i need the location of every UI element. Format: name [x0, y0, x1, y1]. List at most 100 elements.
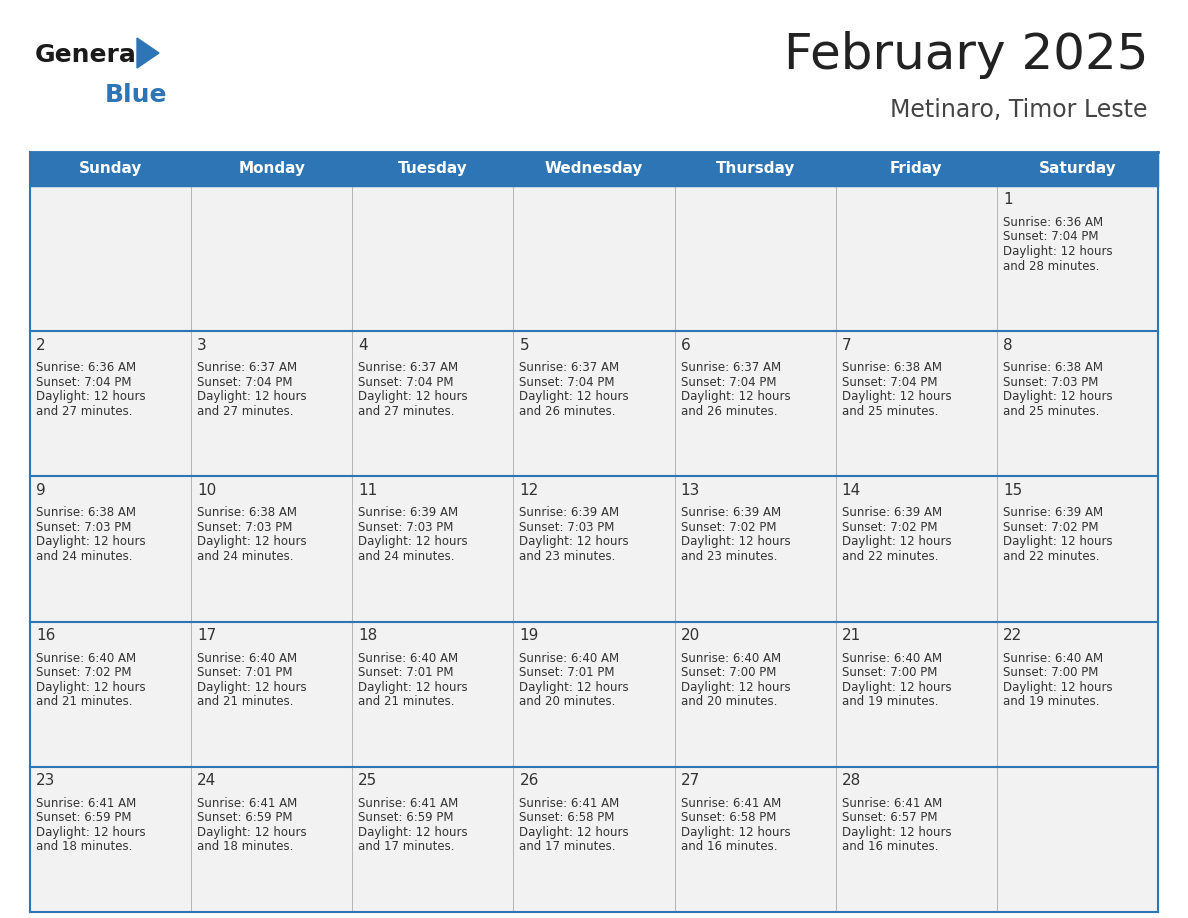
Text: Sunset: 7:03 PM: Sunset: 7:03 PM: [197, 521, 292, 534]
Text: Sunrise: 6:39 AM: Sunrise: 6:39 AM: [1003, 507, 1102, 520]
Text: Sunset: 7:03 PM: Sunset: 7:03 PM: [359, 521, 454, 534]
Text: Sunset: 7:04 PM: Sunset: 7:04 PM: [36, 375, 132, 388]
Text: Sunset: 7:04 PM: Sunset: 7:04 PM: [519, 375, 615, 388]
Text: Daylight: 12 hours: Daylight: 12 hours: [1003, 245, 1112, 258]
Text: 5: 5: [519, 338, 529, 353]
Text: 8: 8: [1003, 338, 1012, 353]
Text: Daylight: 12 hours: Daylight: 12 hours: [842, 680, 952, 694]
Bar: [835, 621, 997, 767]
Text: Sunset: 7:02 PM: Sunset: 7:02 PM: [681, 521, 776, 534]
Text: Sunrise: 6:40 AM: Sunrise: 6:40 AM: [1003, 652, 1102, 665]
Text: Sunrise: 6:41 AM: Sunrise: 6:41 AM: [197, 797, 297, 810]
Text: and 18 minutes.: and 18 minutes.: [197, 840, 293, 854]
Bar: [675, 767, 835, 912]
Text: Sunset: 7:00 PM: Sunset: 7:00 PM: [681, 666, 776, 679]
Bar: [30, 331, 191, 476]
Bar: [835, 331, 997, 476]
Text: Sunrise: 6:36 AM: Sunrise: 6:36 AM: [1003, 216, 1102, 229]
Bar: [30, 476, 191, 621]
Text: Daylight: 12 hours: Daylight: 12 hours: [1003, 535, 1112, 548]
Bar: [513, 331, 675, 476]
Text: and 27 minutes.: and 27 minutes.: [197, 405, 293, 418]
Text: 25: 25: [359, 773, 378, 789]
Text: and 17 minutes.: and 17 minutes.: [519, 840, 615, 854]
Text: Sunset: 7:04 PM: Sunset: 7:04 PM: [1003, 230, 1099, 243]
Text: and 23 minutes.: and 23 minutes.: [519, 550, 615, 563]
Text: Sunset: 6:57 PM: Sunset: 6:57 PM: [842, 812, 937, 824]
Text: Sunset: 7:01 PM: Sunset: 7:01 PM: [197, 666, 292, 679]
Text: Sunset: 7:00 PM: Sunset: 7:00 PM: [1003, 666, 1098, 679]
Text: Daylight: 12 hours: Daylight: 12 hours: [359, 680, 468, 694]
Text: 19: 19: [519, 628, 539, 644]
Bar: [997, 767, 1158, 912]
Text: Daylight: 12 hours: Daylight: 12 hours: [519, 826, 630, 839]
Text: 20: 20: [681, 628, 700, 644]
Bar: [513, 186, 675, 331]
Text: Daylight: 12 hours: Daylight: 12 hours: [1003, 680, 1112, 694]
Text: Daylight: 12 hours: Daylight: 12 hours: [197, 390, 307, 403]
Bar: [997, 331, 1158, 476]
Text: Saturday: Saturday: [1038, 162, 1117, 176]
Text: Daylight: 12 hours: Daylight: 12 hours: [197, 535, 307, 548]
Text: Daylight: 12 hours: Daylight: 12 hours: [36, 680, 146, 694]
Text: Sunrise: 6:37 AM: Sunrise: 6:37 AM: [197, 361, 297, 375]
Bar: [513, 476, 675, 621]
Bar: [675, 331, 835, 476]
Text: and 19 minutes.: and 19 minutes.: [1003, 695, 1099, 708]
Text: Tuesday: Tuesday: [398, 162, 468, 176]
Text: 12: 12: [519, 483, 538, 498]
Bar: [513, 767, 675, 912]
Text: Sunrise: 6:41 AM: Sunrise: 6:41 AM: [36, 797, 137, 810]
Text: and 25 minutes.: and 25 minutes.: [842, 405, 939, 418]
Text: 22: 22: [1003, 628, 1022, 644]
Text: Sunset: 7:03 PM: Sunset: 7:03 PM: [1003, 375, 1098, 388]
Bar: [191, 331, 353, 476]
Text: Sunrise: 6:41 AM: Sunrise: 6:41 AM: [359, 797, 459, 810]
Text: Sunset: 7:01 PM: Sunset: 7:01 PM: [519, 666, 615, 679]
Text: and 27 minutes.: and 27 minutes.: [359, 405, 455, 418]
Text: Sunset: 6:59 PM: Sunset: 6:59 PM: [197, 812, 292, 824]
Text: Sunday: Sunday: [78, 162, 143, 176]
Text: February 2025: February 2025: [784, 31, 1148, 79]
Text: Friday: Friday: [890, 162, 942, 176]
Text: Daylight: 12 hours: Daylight: 12 hours: [519, 390, 630, 403]
Bar: [353, 476, 513, 621]
Text: Wednesday: Wednesday: [545, 162, 643, 176]
Bar: [835, 186, 997, 331]
Text: Blue: Blue: [105, 83, 168, 107]
Text: and 23 minutes.: and 23 minutes.: [681, 550, 777, 563]
Text: Sunrise: 6:38 AM: Sunrise: 6:38 AM: [197, 507, 297, 520]
Bar: [191, 621, 353, 767]
Text: Daylight: 12 hours: Daylight: 12 hours: [681, 535, 790, 548]
Text: and 27 minutes.: and 27 minutes.: [36, 405, 133, 418]
Text: Sunset: 7:04 PM: Sunset: 7:04 PM: [197, 375, 292, 388]
Text: Daylight: 12 hours: Daylight: 12 hours: [842, 535, 952, 548]
Text: Sunrise: 6:40 AM: Sunrise: 6:40 AM: [36, 652, 137, 665]
Bar: [353, 331, 513, 476]
Bar: [675, 186, 835, 331]
Text: 17: 17: [197, 628, 216, 644]
Text: 26: 26: [519, 773, 539, 789]
Text: 1: 1: [1003, 193, 1012, 207]
Text: 2: 2: [36, 338, 45, 353]
Text: Sunset: 7:03 PM: Sunset: 7:03 PM: [36, 521, 132, 534]
Bar: [191, 476, 353, 621]
Bar: [30, 186, 191, 331]
Text: Daylight: 12 hours: Daylight: 12 hours: [681, 390, 790, 403]
Text: Sunset: 7:02 PM: Sunset: 7:02 PM: [1003, 521, 1099, 534]
Text: Metinaro, Timor Leste: Metinaro, Timor Leste: [891, 98, 1148, 122]
Text: and 24 minutes.: and 24 minutes.: [359, 550, 455, 563]
Bar: [30, 621, 191, 767]
Bar: [675, 476, 835, 621]
Text: Daylight: 12 hours: Daylight: 12 hours: [36, 826, 146, 839]
Bar: [353, 621, 513, 767]
Text: Sunrise: 6:39 AM: Sunrise: 6:39 AM: [842, 507, 942, 520]
Bar: [191, 767, 353, 912]
Text: and 17 minutes.: and 17 minutes.: [359, 840, 455, 854]
Text: 13: 13: [681, 483, 700, 498]
Text: 14: 14: [842, 483, 861, 498]
Text: and 20 minutes.: and 20 minutes.: [519, 695, 615, 708]
Text: Sunrise: 6:40 AM: Sunrise: 6:40 AM: [519, 652, 620, 665]
Bar: [997, 621, 1158, 767]
Text: and 22 minutes.: and 22 minutes.: [1003, 550, 1099, 563]
